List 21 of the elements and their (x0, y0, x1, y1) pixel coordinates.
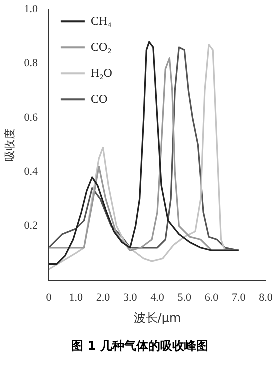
y-axis-title: 吸收度 (3, 128, 16, 162)
x-tick-label: 5.0 (178, 292, 192, 304)
legend-label: H₂O (90, 66, 113, 80)
x-tick-label: 1.0 (69, 292, 84, 304)
x-tick-label: 7.0 (232, 292, 246, 304)
y-tick-label: 0.2 (24, 220, 38, 232)
x-tick-label: 8.0 (259, 292, 274, 304)
y-tick-label: 0.4 (24, 166, 38, 178)
legend-label: CH₄ (90, 14, 112, 28)
y-tick-label: 0.8 (24, 58, 38, 70)
x-tick-label: 3.0 (123, 292, 138, 304)
x-tick-label: 4.0 (150, 292, 165, 304)
x-tick-label: 0 (46, 292, 52, 304)
x-tick-label: 2.0 (96, 292, 111, 304)
x-axis-title: 波长/μm (134, 310, 182, 325)
caption: 图 1 几种气体的吸收峰图 (70, 338, 210, 355)
y-tick-label: 1.0 (24, 3, 38, 16)
legend-label: CO₂ (90, 40, 112, 54)
legend-label: CO (90, 92, 108, 106)
x-tick-label: 6.0 (204, 292, 220, 304)
y-tick-label: 0.6 (24, 112, 38, 124)
